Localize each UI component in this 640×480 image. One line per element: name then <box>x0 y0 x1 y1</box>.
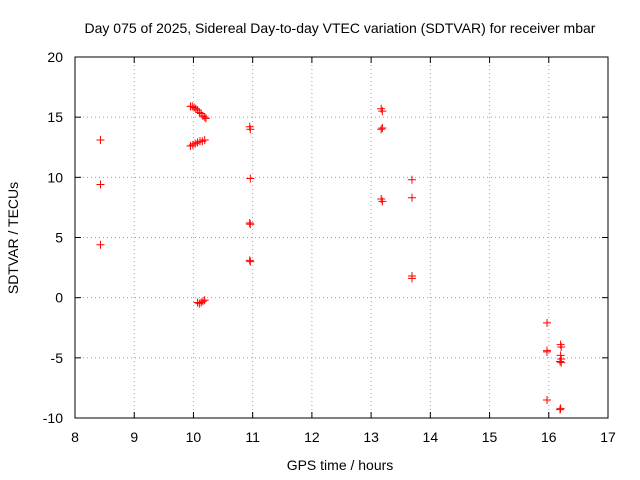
data-point-sat-f <box>378 107 387 116</box>
y-axis-label: SDTVAR / TECUs <box>5 182 21 294</box>
x-tick-label: 14 <box>423 429 439 445</box>
x-tick-label: 8 <box>71 429 79 445</box>
data-point-sat-i <box>556 351 565 360</box>
y-tick-label: 20 <box>47 49 63 65</box>
data-point-sat-c <box>200 136 209 145</box>
x-tick-label: 12 <box>304 429 320 445</box>
data-point-sat-e <box>245 256 254 265</box>
data-point-sat-b <box>200 113 209 122</box>
data-point-sat-b <box>195 108 204 117</box>
data-point-sat-b <box>201 114 210 123</box>
data-point-sat-i <box>557 358 566 367</box>
data-point-sat-h <box>543 318 552 327</box>
y-tick-labels: -10 -5 0 5 10 15 20 <box>43 49 63 426</box>
data-points <box>96 102 566 414</box>
data-point-sat-e <box>246 125 255 134</box>
y-tick-label: -5 <box>51 350 64 366</box>
data-point-sat-d <box>200 296 209 305</box>
data-point-sat-h <box>543 347 552 356</box>
data-point-sat-e <box>246 220 255 229</box>
x-tick-label: 16 <box>541 429 557 445</box>
x-axis-label: GPS time / hours <box>287 457 394 473</box>
y-tick-label: -10 <box>43 410 63 426</box>
data-point-sat-i <box>556 357 565 366</box>
y-tick-label: 15 <box>47 109 63 125</box>
data-point-sat-d <box>198 297 207 306</box>
data-point-sat-g <box>407 193 416 202</box>
x-tick-label: 13 <box>363 429 379 445</box>
x-tick-label: 10 <box>186 429 202 445</box>
data-point-sat-a <box>96 136 105 145</box>
data-point-sat-f <box>377 125 386 134</box>
data-point-sat-a <box>96 240 105 249</box>
chart-title: Day 075 of 2025, Sidereal Day-to-day VTE… <box>85 20 596 36</box>
data-point-sat-e <box>246 174 255 183</box>
grid-lines <box>75 57 608 418</box>
data-point-sat-i <box>556 405 565 414</box>
x-tick-label: 15 <box>482 429 498 445</box>
data-point-sat-f <box>378 123 387 132</box>
x-tick-label: 11 <box>245 429 260 445</box>
x-tick-label: 17 <box>600 429 616 445</box>
data-point-sat-g <box>407 274 416 283</box>
y-tick-label: 5 <box>55 230 63 246</box>
data-point-sat-i <box>556 404 565 413</box>
data-point-sat-a <box>96 180 105 189</box>
data-point-sat-e <box>246 257 255 266</box>
data-point-sat-i <box>557 343 566 352</box>
x-tick-labels: 8 9 10 11 12 13 14 15 16 17 <box>71 429 616 445</box>
plot-frame <box>74 56 609 419</box>
y-tick-label: 10 <box>47 169 63 185</box>
data-point-sat-h <box>543 395 552 404</box>
data-point-sat-b <box>191 104 200 113</box>
axis-ticks <box>74 56 609 419</box>
data-point-sat-e <box>245 219 254 228</box>
data-point-sat-g <box>407 175 416 184</box>
y-tick-label: 0 <box>55 290 63 306</box>
data-point-sat-f <box>378 197 387 206</box>
x-tick-label: 9 <box>130 429 138 445</box>
